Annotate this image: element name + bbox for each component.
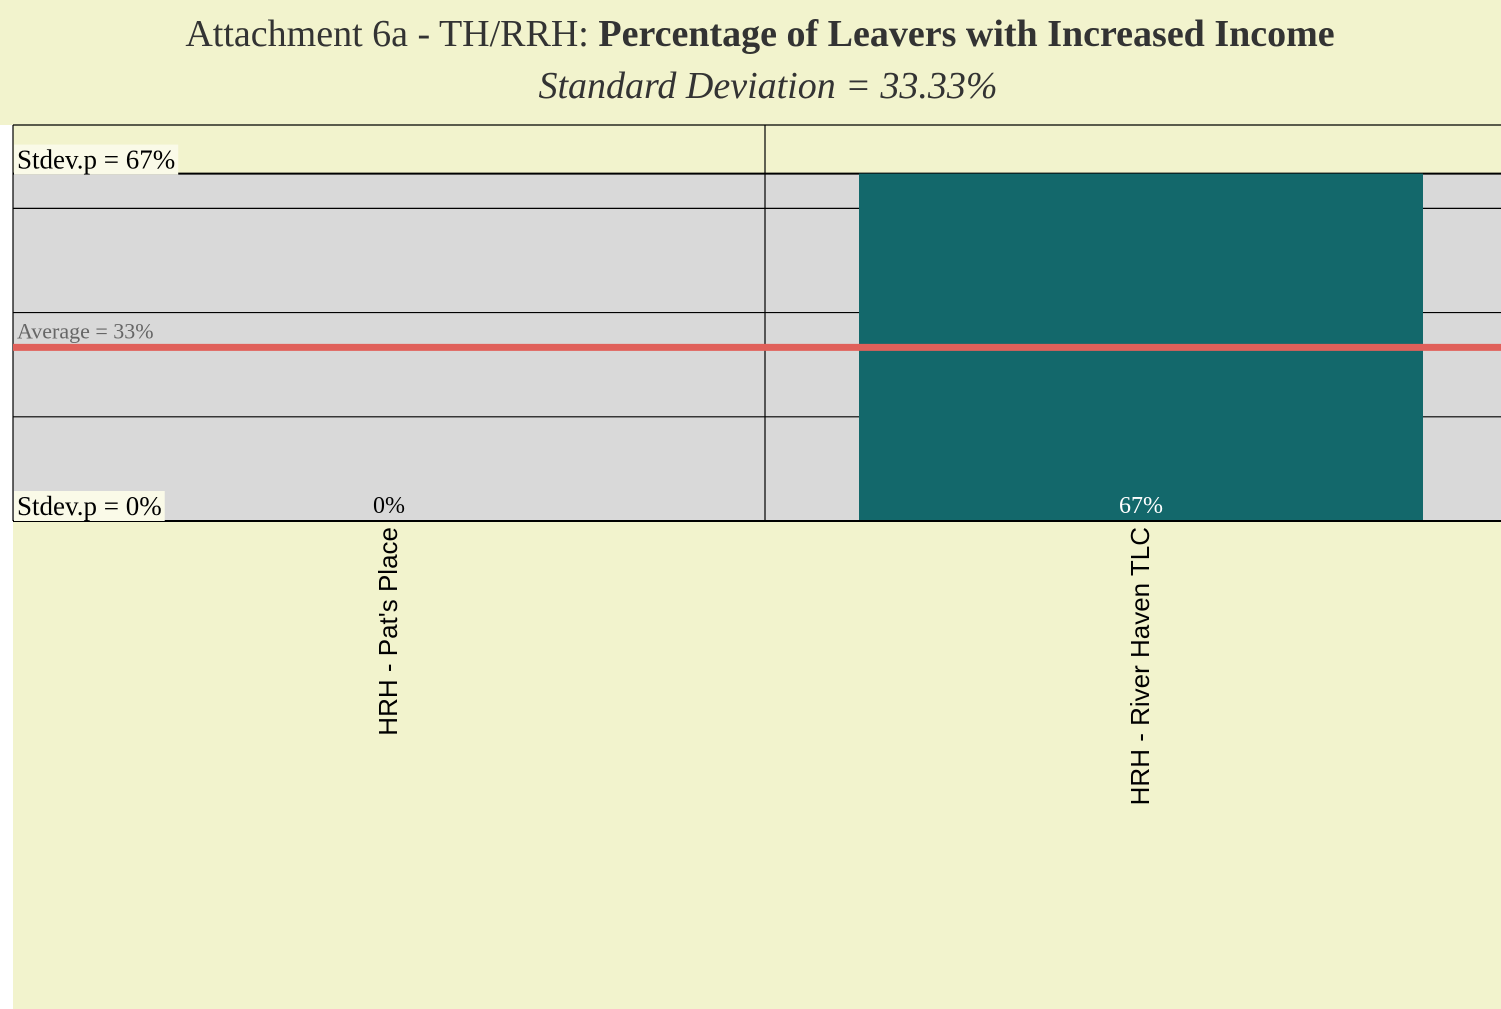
title-prefix: Attachment 6a - TH/RRH:	[185, 13, 589, 55]
x-tick-label: HRH - Pat's Place	[373, 527, 403, 736]
x-tick-label: HRH - River Haven TLC	[1125, 527, 1155, 805]
band-label-bg	[14, 491, 165, 521]
value-label: 67%	[1119, 493, 1163, 519]
chart-subtitle: Standard Deviation = 33.33%	[538, 65, 997, 107]
chart-title: Attachment 6a - TH/RRH: Percentage of Le…	[185, 13, 1334, 55]
band-label-bg	[14, 144, 179, 175]
title-main: Percentage of Leavers with Increased Inc…	[598, 13, 1334, 55]
plot: 0% HRH - Pat's Place 67% HRH - River Haven …	[12, 124, 1501, 805]
average-label: Average = 33%	[17, 318, 154, 343]
band-label: Stdev.p = 67%	[17, 145, 175, 175]
margin	[0, 125, 13, 1009]
band-label: Stdev.p = 0%	[17, 491, 162, 521]
value-label: 0%	[373, 493, 405, 519]
